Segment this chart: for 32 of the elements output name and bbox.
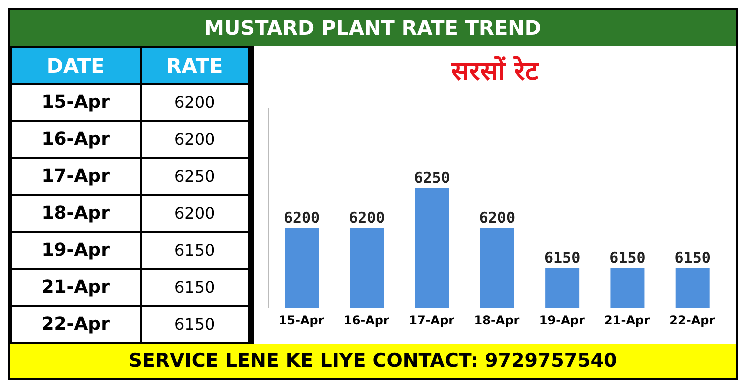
text: 6150 (174, 241, 216, 260)
x-tick-label: 15-Apr (278, 314, 324, 328)
data-label: 6150 (674, 249, 711, 267)
category-label: 18-Apr (42, 203, 110, 224)
x-tick-label: 16-Apr (344, 314, 390, 328)
text: 6200 (174, 93, 216, 112)
text: 6150 (174, 278, 216, 297)
x-tick-label: 22-Apr (670, 314, 716, 328)
category-label: 21-Apr (42, 277, 110, 298)
category-label: 15-Apr (42, 92, 110, 113)
category-label: 17-Apr (42, 166, 110, 187)
x-tick-label: 21-Apr (604, 314, 650, 328)
text: 6250 (174, 167, 216, 186)
data-label: 6150 (544, 249, 581, 267)
category-label: 19-Apr (42, 240, 110, 261)
data-label: 6200 (284, 209, 320, 227)
chart-title: MUSTARD PLANT RATE TREND (10, 10, 736, 46)
x-tick-label: 18-Apr (474, 314, 520, 328)
text: 6200 (174, 204, 216, 223)
chart-subtitle: सरसों रेट (451, 55, 539, 88)
data-label: 6200 (479, 209, 516, 227)
text: DATE (11, 47, 141, 84)
text: 6200 (174, 130, 216, 149)
x-tick-label: 17-Apr (409, 314, 455, 328)
data-label: 6250 (414, 169, 450, 187)
text: SERVICE LENE KE LIYE CONTACT: 9729757540 (10, 344, 736, 378)
category-label: 16-Apr (42, 129, 110, 150)
data-label: 6150 (610, 249, 646, 267)
text: 6150 (174, 315, 216, 334)
data-label: 6200 (349, 209, 386, 227)
x-tick-label: 19-Apr (539, 314, 585, 328)
text: RATE (140, 47, 249, 84)
